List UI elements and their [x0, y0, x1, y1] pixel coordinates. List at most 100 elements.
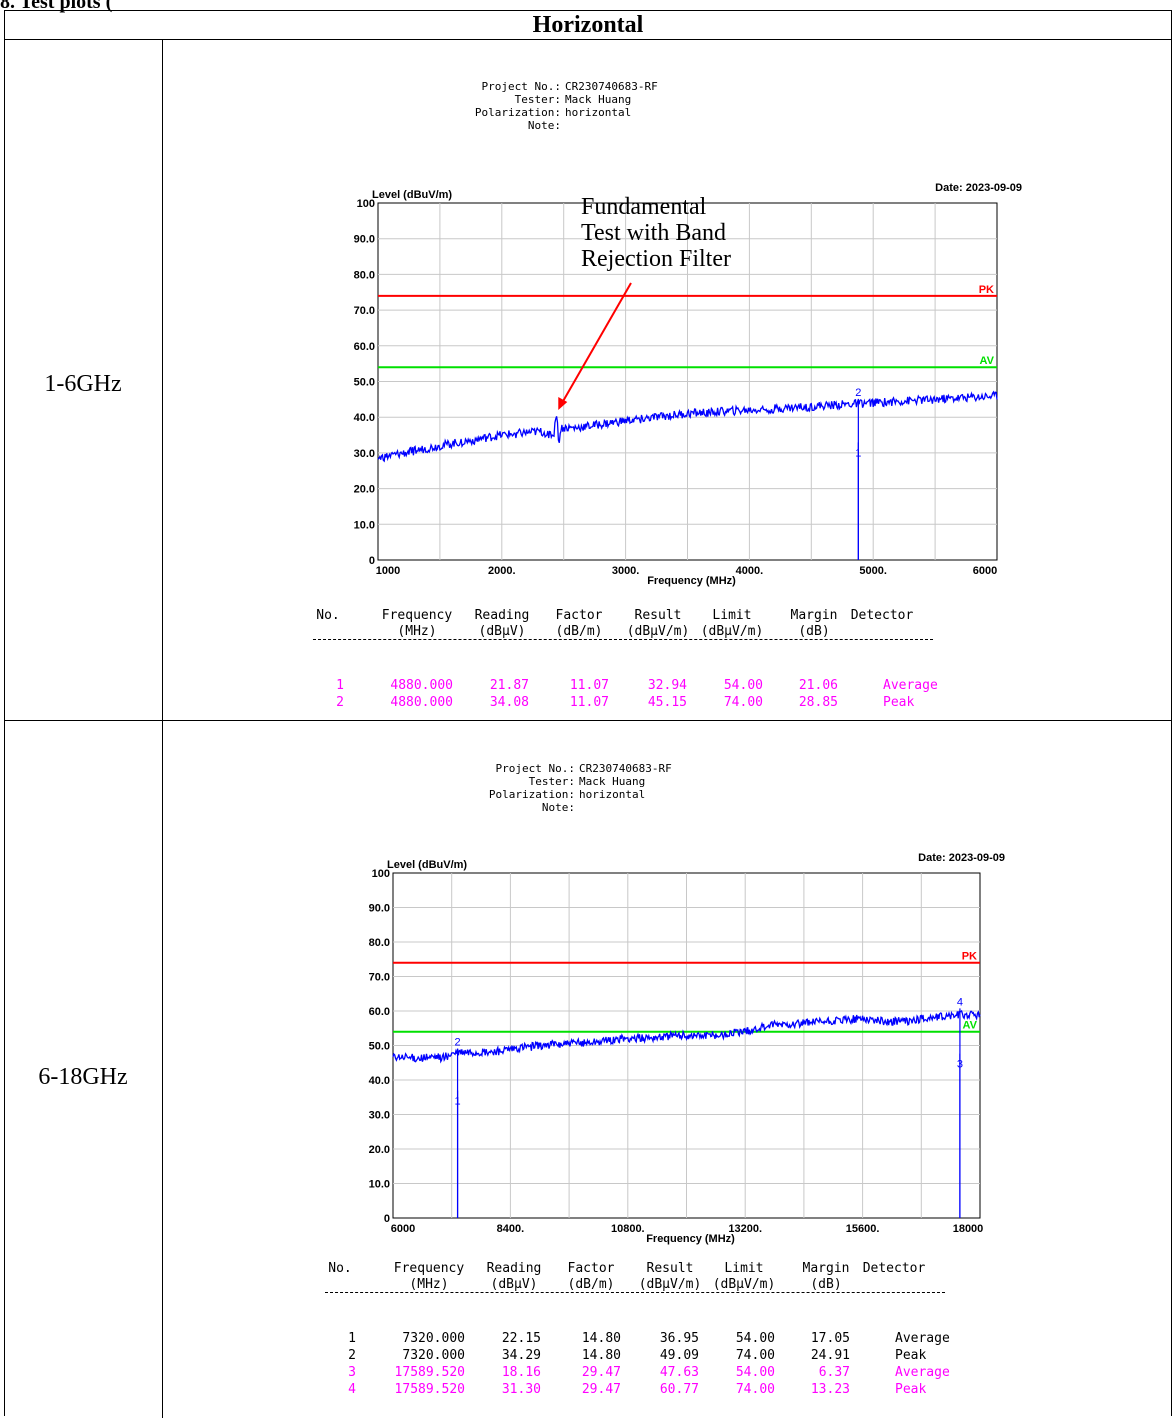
row-label-6-18ghz: 6-18GHz: [38, 1064, 128, 1090]
y-axis-label: Level (dBuV/m): [387, 859, 467, 871]
marker-label: 2: [855, 387, 861, 399]
y-tick-label: 0: [369, 555, 375, 567]
table-header-cell: Limit: [724, 1261, 764, 1276]
project-number: CR230740683-RF: [565, 80, 658, 93]
table-row-cell: 24.91: [810, 1348, 850, 1363]
table-row-cell: 4880.000: [390, 678, 453, 693]
table-row-cell: 7320.000: [402, 1348, 465, 1363]
y-tick-label: 20.0: [354, 484, 375, 496]
x-tick-label: 15600.: [846, 1223, 880, 1235]
annotation-arrowhead: [558, 397, 568, 411]
x-tick-label: 5000.: [859, 565, 887, 577]
y-tick-label: 70.0: [354, 305, 375, 317]
x-tick-label: 13200.: [728, 1223, 762, 1235]
y-tick-label: 20.0: [369, 1144, 390, 1156]
note-label: Note:: [541, 801, 575, 814]
project-number: CR230740683-RF: [579, 762, 672, 775]
table-separator: [325, 1292, 945, 1293]
table-unit-cell: (dBμV/m): [638, 1277, 702, 1292]
table-header-cell: No.: [328, 1261, 352, 1276]
tester-name: Mack Huang: [579, 775, 646, 788]
table-row-cell: 28.85: [798, 695, 838, 710]
table-unit-cell: (dB/m): [567, 1277, 615, 1292]
chart-date: Date: 2023-09-09: [918, 852, 1005, 864]
table-header-cell: Frequency: [381, 608, 453, 623]
row-label-1-6ghz: 1-6GHz: [44, 371, 122, 397]
table-row-cell: 18.16: [501, 1365, 541, 1380]
tester-name: Mack Huang: [565, 93, 632, 106]
table-row-cell: 21.06: [798, 678, 838, 693]
table-row-cell: 1: [348, 1331, 356, 1346]
table-row-cell: 14.80: [581, 1331, 621, 1346]
polarization-label: Polarization:: [488, 788, 575, 801]
table-row-cell: 74.00: [735, 1382, 775, 1397]
y-tick-label: 10.0: [369, 1179, 390, 1191]
x-axis-label: Frequency (MHz): [647, 575, 736, 587]
table-header-cell: Reading: [474, 608, 530, 623]
table-row-cell: 54.00: [735, 1331, 775, 1346]
y-tick-label: 60.0: [354, 341, 375, 353]
table-row-cell: 49.09: [659, 1348, 699, 1363]
marker-label: 2: [455, 1037, 461, 1049]
table-row-cell: Peak: [883, 695, 915, 710]
y-axis-label: Level (dBuV/m): [372, 189, 452, 201]
table-row-cell: 3: [348, 1365, 356, 1380]
y-tick-label: 60.0: [369, 1006, 390, 1018]
plot-panel-2: Project No.: Tester: Polarization: Note: CR…: [163, 721, 1171, 1418]
polarization-label: Polarization:: [474, 106, 561, 119]
annotation-text: Rejection Filter: [581, 246, 731, 272]
table-row-cell: 11.07: [569, 678, 609, 693]
table-unit-cell: (dBμV): [490, 1277, 538, 1292]
table-row-cell: 1: [336, 678, 344, 693]
y-tick-label: 30.0: [369, 1110, 390, 1122]
polarization-value: horizontal: [579, 788, 646, 801]
project-label: Project No.:: [481, 80, 561, 93]
meta-values: CR230740683-RF Mack Huang horizontal: [565, 80, 658, 119]
table-header-cell: Limit: [712, 608, 752, 623]
table-row-cell: 17589.520: [394, 1365, 465, 1380]
y-tick-label: 50.0: [354, 377, 375, 389]
limit-label-av: AV: [980, 355, 995, 367]
table-header-cell: Result: [634, 608, 682, 623]
table-header: Horizontal: [4, 10, 1172, 40]
marker-label: 4: [957, 996, 963, 1008]
note-label: Note:: [527, 119, 561, 132]
table-row-cell: Peak: [895, 1348, 927, 1363]
table-row-cell: 21.87: [489, 678, 529, 693]
results-table-1: No. Frequency Reading Factor Result Limit Marg…: [163, 608, 1171, 718]
table-header-cell: Detector: [862, 1261, 926, 1276]
table-row-cell: 7320.000: [402, 1331, 465, 1346]
table-row-cell: 32.94: [647, 678, 687, 693]
y-tick-label: 40.0: [354, 412, 375, 424]
table-row-cell: Average: [895, 1331, 950, 1346]
x-tick-label: 6000: [391, 1223, 415, 1235]
x-tick-label: 4000.: [736, 565, 764, 577]
table-row-cell: 4: [348, 1382, 356, 1397]
table-row-cell: 22.15: [501, 1331, 541, 1346]
table-header-cell: Detector: [850, 608, 914, 623]
spectrum-trace: [392, 1009, 981, 1064]
project-label: Project No.:: [495, 762, 575, 775]
y-tick-label: 0: [384, 1213, 390, 1225]
table-row-cell: 11.07: [569, 695, 609, 710]
table-unit-cell: (MHz): [409, 1277, 449, 1292]
x-tick-label: 6000: [973, 565, 997, 577]
chart-date: Date: 2023-09-09: [935, 182, 1022, 194]
column-divider: [162, 40, 163, 1418]
table-row-cell: 2: [336, 695, 344, 710]
table-row-cell: 29.47: [581, 1382, 621, 1397]
meta-labels: Project No.: Tester: Polarization: Note:: [379, 762, 575, 814]
x-tick-label: 1000: [376, 565, 400, 577]
x-tick-label: 18000: [953, 1223, 984, 1235]
x-tick-label: 8400.: [497, 1223, 525, 1235]
table-unit-cell: (dBμV): [478, 624, 526, 639]
table-separator: [313, 639, 933, 640]
table-row-cell: Peak: [895, 1382, 927, 1397]
y-tick-label: 100: [372, 868, 390, 880]
table-unit-cell: (dBμV/m): [712, 1277, 776, 1292]
section-title-partial: 8. Test plots (: [0, 0, 113, 13]
table-unit-cell: (dBμV/m): [700, 624, 764, 639]
annotation-arrow: [559, 282, 632, 407]
y-tick-label: 50.0: [369, 1041, 390, 1053]
x-tick-label: 2000.: [488, 565, 516, 577]
